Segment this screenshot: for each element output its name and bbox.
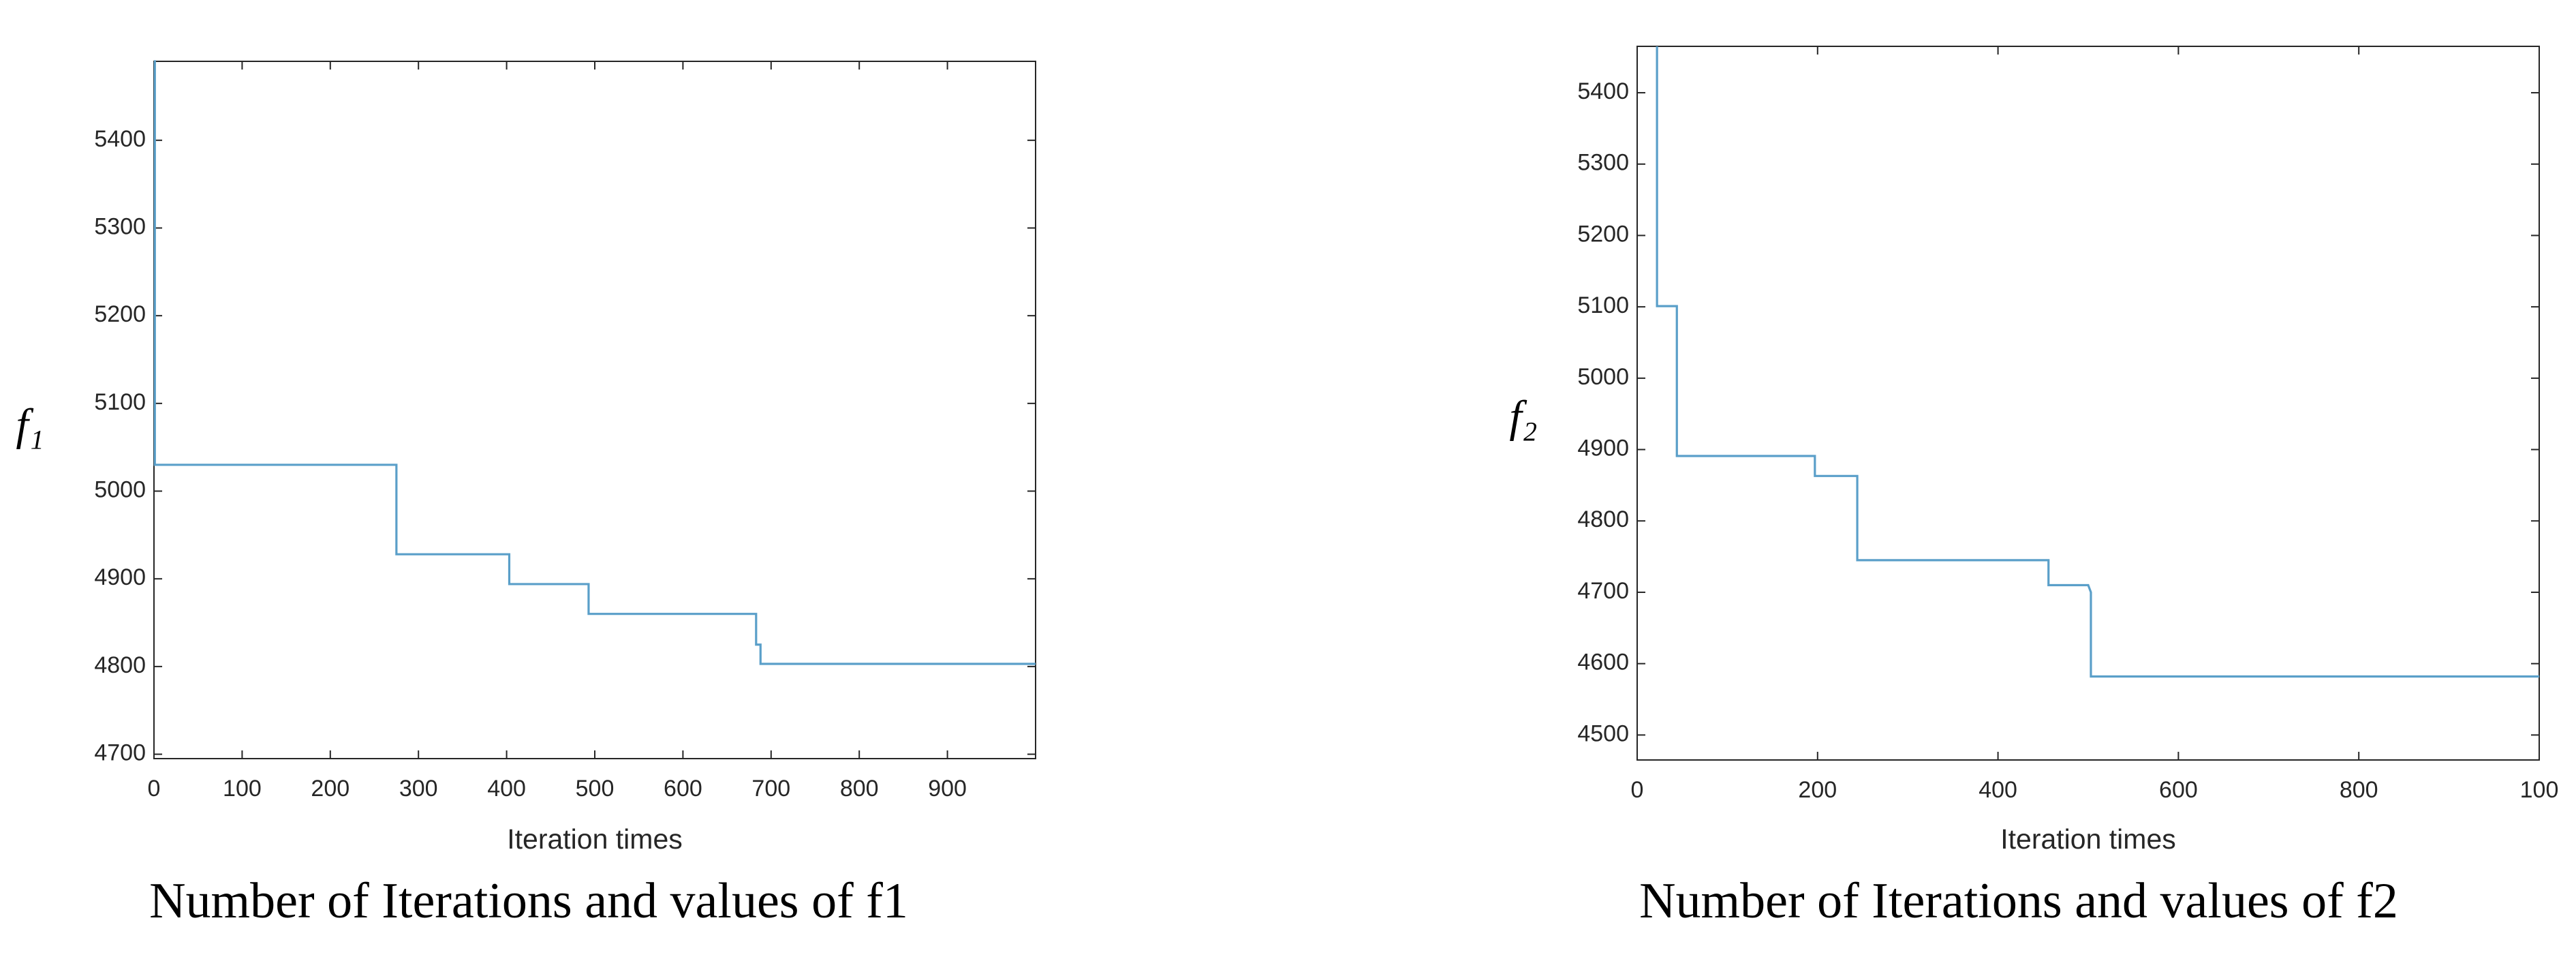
data-line <box>1656 46 2539 678</box>
x-tick-label: 100 <box>2520 777 2559 803</box>
x-tick-label: 800 <box>2340 777 2378 803</box>
y-tick-label: 5000 <box>1577 364 1629 390</box>
y-tick-label: 4900 <box>94 564 146 590</box>
x-tick-label: 400 <box>487 776 526 802</box>
y-tick-label: 5100 <box>1577 292 1629 318</box>
y-tick-label: 5000 <box>94 477 146 503</box>
x-tick-label: 800 <box>840 776 879 802</box>
plot-area <box>153 61 1036 759</box>
x-tick-label: 300 <box>399 776 438 802</box>
y-tick-label: 4800 <box>94 652 146 678</box>
y-tick-label: 4700 <box>94 740 146 766</box>
x-tick-label: 0 <box>148 776 161 802</box>
x-axis-label: Iteration times <box>2000 823 2176 855</box>
y-tick-label: 5200 <box>94 301 146 327</box>
caption: Number of Iterations and values of f2 <box>1639 873 2398 929</box>
x-tick-label: 900 <box>928 776 967 802</box>
y-tick-label: 5400 <box>94 126 146 152</box>
y-tick-label: 5300 <box>94 213 146 239</box>
y-tick-label: 4600 <box>1577 650 1629 675</box>
data-line <box>153 60 1036 665</box>
x-tick-label: 100 <box>223 776 262 802</box>
y-axis-label: f₂ <box>1509 392 1537 442</box>
caption: Number of Iterations and values of f1 <box>149 873 908 929</box>
y-tick-label: 4700 <box>1577 578 1629 604</box>
y-axis-label: f₁ <box>16 400 44 450</box>
x-tick-label: 700 <box>751 776 790 802</box>
y-tick-label: 5200 <box>1577 221 1629 247</box>
x-tick-label: 200 <box>1798 777 1837 803</box>
y-tick-label: 5400 <box>1577 78 1629 104</box>
y-tick-label: 4800 <box>1577 506 1629 532</box>
x-tick-label: 200 <box>311 776 350 802</box>
y-tick-label: 4500 <box>1577 720 1629 746</box>
x-tick-label: 500 <box>576 776 615 802</box>
y-tick-label: 4900 <box>1577 436 1629 461</box>
x-tick-label: 0 <box>1631 777 1644 803</box>
y-tick-label: 5300 <box>1577 150 1629 176</box>
x-axis-label: Iteration times <box>507 823 683 855</box>
x-tick-label: 400 <box>1978 777 2017 803</box>
y-tick-label: 5100 <box>94 389 146 415</box>
x-tick-label: 600 <box>2159 777 2198 803</box>
plot-area <box>1636 46 2540 761</box>
x-tick-label: 600 <box>664 776 702 802</box>
